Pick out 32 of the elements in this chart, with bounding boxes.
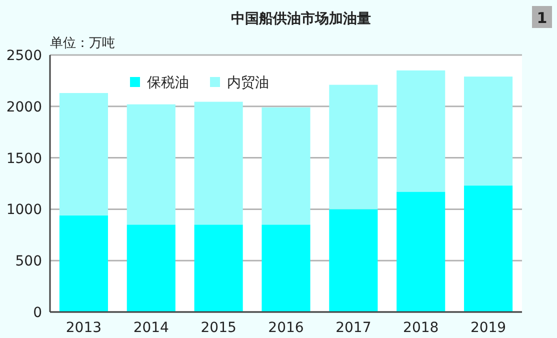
y-tick-label: 2000 (6, 99, 42, 116)
bar (464, 76, 513, 186)
bar (194, 224, 243, 312)
bar (59, 215, 108, 312)
legend-label: 内贸油 (227, 75, 269, 91)
bar (194, 102, 243, 225)
legend-label: 保税油 (147, 75, 189, 91)
bar (126, 104, 176, 225)
y-tick-label: 2500 (6, 48, 42, 64)
x-tick-label: 2019 (470, 320, 506, 336)
y-axis-title: 单位：万吨 (50, 36, 115, 51)
bar (126, 224, 176, 312)
chart-title: 中国船供油市场加油量 (231, 10, 371, 27)
x-tick-label: 2016 (268, 320, 304, 336)
bar (329, 84, 378, 210)
x-tick-label: 2014 (133, 320, 170, 336)
x-tick-label: 2017 (336, 320, 372, 336)
bar (59, 93, 108, 216)
bar (396, 70, 446, 192)
bar (329, 209, 378, 312)
bar (464, 186, 513, 312)
bar (396, 192, 446, 312)
bar (262, 224, 310, 312)
y-tick-label: 1500 (6, 150, 42, 167)
text: 1 (536, 9, 548, 27)
x-tick-label: 2018 (403, 320, 439, 336)
bar (262, 107, 310, 225)
y-tick-label: 1000 (6, 202, 42, 218)
x-tick-label: 2015 (200, 320, 236, 336)
y-tick-label: 500 (15, 254, 42, 270)
y-tick-label: 0 (33, 305, 42, 321)
x-tick-label: 2013 (66, 320, 102, 336)
